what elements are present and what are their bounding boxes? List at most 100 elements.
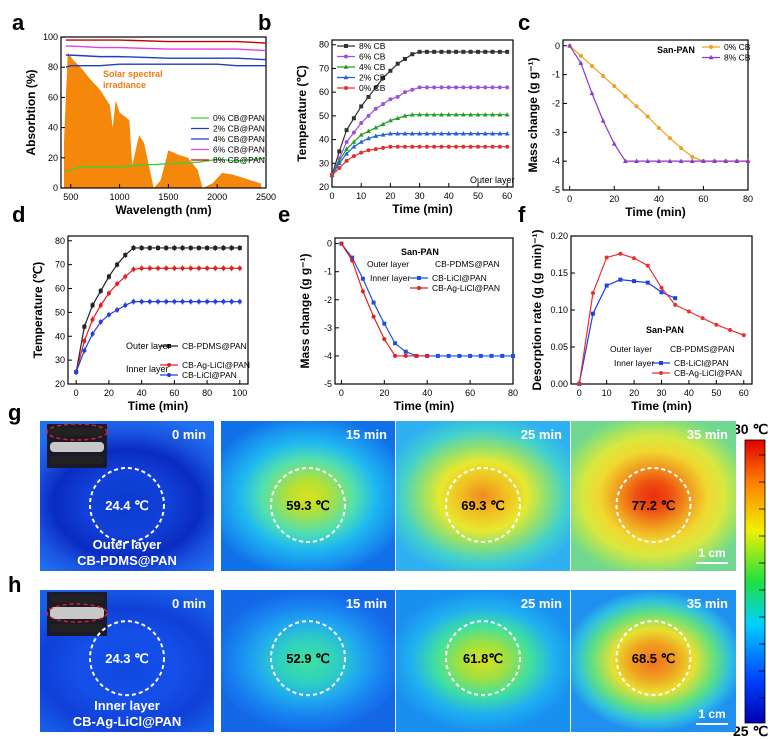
data-point <box>475 144 480 149</box>
y-tick-label: 80 <box>55 236 65 246</box>
data-point <box>172 266 177 271</box>
data-point <box>172 299 177 304</box>
data-point <box>402 144 407 149</box>
data-point <box>221 245 226 250</box>
data-point <box>403 353 408 358</box>
colorbar <box>744 439 766 724</box>
data-point <box>360 289 365 294</box>
y-tick-label: 100 <box>43 32 58 42</box>
y-tick-label: 0.10 <box>550 305 568 315</box>
y-axis-label: Mass change (g g⁻¹) <box>298 253 312 368</box>
data-point <box>432 85 437 90</box>
legend-label: CB-LiCl@PAN <box>432 273 487 283</box>
data-point <box>414 353 419 358</box>
series-8-cb <box>330 49 510 178</box>
data-point <box>468 353 473 358</box>
plot-frame <box>562 39 749 191</box>
data-point <box>667 158 673 163</box>
data-point <box>351 154 356 159</box>
series-line <box>65 157 267 173</box>
x-tick-label: 0 <box>577 388 582 398</box>
x-tick-label: 20 <box>104 388 114 398</box>
y-tick-label: 80 <box>48 62 58 72</box>
data-point <box>393 353 398 358</box>
y-axis-label: Desorption rate (g (g min)⁻¹) <box>530 230 544 391</box>
x-tick-label: 100 <box>232 388 247 398</box>
y-tick-label: 60 <box>55 284 65 294</box>
y-tick-label: 20 <box>48 153 58 163</box>
thermal-h-2 <box>396 590 570 732</box>
panel-label-d: d <box>12 202 25 227</box>
data-point <box>196 266 201 271</box>
data-point <box>460 112 466 117</box>
data-point <box>381 145 386 150</box>
data-point <box>454 85 459 90</box>
data-point <box>667 136 672 141</box>
y-axis-label: Temperature (℃) <box>295 65 309 162</box>
data-point <box>115 262 120 267</box>
y-tick-label: 0 <box>555 41 560 51</box>
data-point <box>604 283 609 288</box>
y-tick-label: -4 <box>324 351 332 361</box>
y-tick-label: 0 <box>327 239 332 249</box>
data-point <box>409 131 415 136</box>
y-tick-label: 0.20 <box>550 231 568 241</box>
data-point <box>468 131 474 136</box>
data-point <box>497 49 502 54</box>
data-point <box>439 112 444 117</box>
data-point <box>454 144 459 149</box>
data-point <box>205 266 210 271</box>
data-point <box>497 144 502 149</box>
x-tick-label: 50 <box>711 388 721 398</box>
y-axis-label: Temperature (℃) <box>31 262 45 359</box>
panel-label-b: b <box>258 10 271 35</box>
data-point <box>567 43 573 48</box>
data-point <box>74 370 79 375</box>
data-point <box>490 131 495 136</box>
data-point <box>205 299 210 304</box>
series-2-cb <box>329 131 510 177</box>
x-tick-label: 30 <box>415 191 425 201</box>
y-tick-label: 0 <box>53 183 58 193</box>
data-point <box>410 52 415 57</box>
series-cb-ag-licl-pan <box>74 265 242 376</box>
series-0-cb-pan <box>65 157 267 173</box>
y-tick-label: -3 <box>324 323 332 333</box>
data-point <box>366 113 371 118</box>
data-point <box>358 132 364 137</box>
data-point <box>373 85 378 90</box>
y-tick-label: -1 <box>324 267 332 277</box>
series-0-cb <box>567 43 750 164</box>
data-point <box>723 158 729 163</box>
data-point <box>381 75 386 80</box>
data-point <box>344 151 349 156</box>
data-point <box>90 303 95 308</box>
series-4-cb-pan <box>65 54 267 61</box>
data-point <box>229 245 234 250</box>
data-point <box>393 341 398 346</box>
data-point <box>366 94 371 99</box>
data-point <box>612 84 617 89</box>
x-axis-label: Time (min) <box>392 202 452 216</box>
data-point <box>123 274 128 279</box>
x-tick-label: 80 <box>508 388 518 398</box>
legend-marker <box>708 54 714 60</box>
data-point <box>213 299 218 304</box>
data-point <box>453 131 459 136</box>
legend-label: 8% CB@PAN <box>213 155 265 165</box>
data-point <box>577 382 582 386</box>
legend-marker <box>344 54 348 59</box>
data-point <box>351 144 357 149</box>
series-line <box>578 279 676 385</box>
thermal-g-0 <box>40 421 214 571</box>
data-point <box>410 87 415 92</box>
data-point <box>439 85 444 90</box>
data-point <box>196 245 201 250</box>
data-point <box>490 49 495 54</box>
panel-label-g: g <box>8 400 21 425</box>
data-point <box>590 290 595 295</box>
annotation-outer-value: CB-PDMS@PAN <box>670 344 735 354</box>
data-point <box>468 49 473 54</box>
data-point <box>417 131 422 136</box>
data-point <box>659 290 664 295</box>
